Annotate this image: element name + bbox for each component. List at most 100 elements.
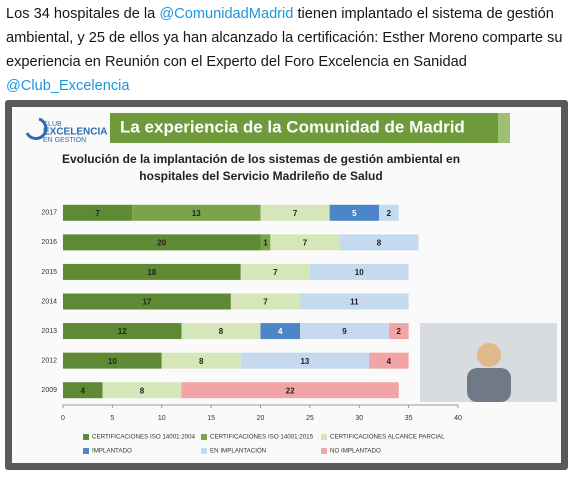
bar-segment xyxy=(63,234,261,251)
bar-segment xyxy=(240,263,310,280)
bar-segment xyxy=(132,204,261,221)
y-tick-label: 2013 xyxy=(41,328,57,335)
data-label: 13 xyxy=(192,209,201,218)
logo-text: EXCELENCIA xyxy=(43,127,107,138)
legend-swatch xyxy=(83,434,89,440)
x-tick-label: 20 xyxy=(257,415,265,422)
legend-swatch xyxy=(321,448,327,454)
tweet-text-part: Los 34 hospitales de la xyxy=(6,6,160,22)
data-label: 9 xyxy=(342,327,347,336)
x-tick-label: 5 xyxy=(110,415,114,422)
data-label: 20 xyxy=(157,238,166,247)
y-tick-label: 2009 xyxy=(41,387,57,394)
video-inset xyxy=(420,323,557,402)
data-label: 7 xyxy=(95,209,100,218)
legend-label: CERTIFICACIONES ISO 14001:2004 xyxy=(92,434,196,441)
data-label: 8 xyxy=(199,357,204,366)
bar-segment xyxy=(260,323,300,340)
data-label: 7 xyxy=(263,298,268,307)
bar-segment xyxy=(63,323,182,340)
bar-segment xyxy=(230,293,300,310)
data-label: 2 xyxy=(387,209,392,218)
data-label: 8 xyxy=(377,238,382,247)
legend-swatch xyxy=(321,434,327,440)
slide-header: La experiencia de la Comunidad de Madrid xyxy=(120,117,465,136)
x-tick-label: 10 xyxy=(158,415,166,422)
y-tick-label: 2017 xyxy=(41,210,57,217)
logo-mark xyxy=(25,117,48,141)
y-tick-label: 2012 xyxy=(41,357,57,364)
bar-segment xyxy=(388,323,409,340)
x-tick-label: 15 xyxy=(207,415,215,422)
legend-label: CERTIFICACIONES ISO 14001:2015 xyxy=(210,434,314,441)
video-person xyxy=(477,343,501,367)
bar-segment xyxy=(329,204,379,221)
x-tick-label: 25 xyxy=(306,415,314,422)
data-label: 8 xyxy=(219,327,224,336)
chart-title: Evolución de la implantación de los sist… xyxy=(62,152,460,166)
data-label: 8 xyxy=(140,386,145,395)
data-label: 1 xyxy=(263,238,268,247)
x-tick-label: 30 xyxy=(355,415,363,422)
bar-segment xyxy=(369,352,409,369)
bar-segment xyxy=(63,263,241,280)
bar-segment xyxy=(161,352,241,369)
data-label: 10 xyxy=(108,357,117,366)
data-label: 22 xyxy=(286,386,295,395)
bar-segment xyxy=(63,382,103,399)
bar-segment xyxy=(240,352,370,369)
bar-segment xyxy=(339,234,419,251)
y-tick-label: 2015 xyxy=(41,269,57,276)
data-label: 7 xyxy=(293,209,298,218)
legend-label: IMPLANTADO xyxy=(92,448,132,455)
data-label: 5 xyxy=(352,209,357,218)
bar-segment xyxy=(309,263,409,280)
bar-segment xyxy=(300,293,409,310)
legend-label: NO IMPLANTADO xyxy=(330,448,381,455)
tweet-text-part: tienen implantado el sistema de gestión … xyxy=(6,6,563,70)
data-label: 13 xyxy=(300,357,309,366)
bar-segment xyxy=(181,323,261,340)
data-label: 4 xyxy=(278,327,283,336)
chart-title: hospitales del Servicio Madrileño de Sal… xyxy=(139,169,382,183)
bar-segment xyxy=(379,204,399,221)
data-label: 12 xyxy=(118,327,127,336)
bar-segment xyxy=(260,204,330,221)
x-tick-label: 35 xyxy=(405,415,413,422)
data-label: 4 xyxy=(81,386,86,395)
data-label: 17 xyxy=(142,298,151,307)
y-tick-label: 2014 xyxy=(41,298,57,305)
data-label: 2 xyxy=(397,327,402,336)
bar-segment xyxy=(63,293,231,310)
media-card[interactable]: CLUB EXCELENCIA EN GESTIÓN La experienci… xyxy=(5,100,568,470)
bar-segment xyxy=(181,382,399,399)
slide: CLUB EXCELENCIA EN GESTIÓN La experienci… xyxy=(12,107,561,463)
bar-segment xyxy=(270,234,340,251)
legend-label: EN IMPLANTACIÓN xyxy=(210,448,266,455)
data-label: 11 xyxy=(350,298,359,307)
video-person xyxy=(467,368,511,402)
data-label: 4 xyxy=(387,357,392,366)
mention-link[interactable]: @ComunidadMadrid xyxy=(159,6,294,22)
bar-segment xyxy=(63,204,133,221)
header-accent xyxy=(498,113,510,143)
legend-label: CERTIFICACIONES ALCANCE PARCIAL xyxy=(330,434,445,441)
bar-segment xyxy=(300,323,389,340)
legend-swatch xyxy=(201,448,207,454)
bar-segment xyxy=(260,234,271,251)
mention-link[interactable]: @Club_Excelencia xyxy=(6,78,130,94)
slide-bg xyxy=(12,107,561,463)
header-bar xyxy=(110,113,498,143)
legend-swatch xyxy=(83,448,89,454)
x-tick-label: 0 xyxy=(61,415,65,422)
data-label: 10 xyxy=(355,268,364,277)
bar-segment xyxy=(102,382,182,399)
tweet-text: Los 34 hospitales de la @ComunidadMadrid… xyxy=(6,2,568,98)
legend-swatch xyxy=(201,434,207,440)
y-tick-label: 2016 xyxy=(41,239,57,246)
data-label: 7 xyxy=(273,268,278,277)
logo-text: EN GESTIÓN xyxy=(43,135,86,144)
data-label: 7 xyxy=(303,238,308,247)
bar-segment xyxy=(63,352,162,369)
